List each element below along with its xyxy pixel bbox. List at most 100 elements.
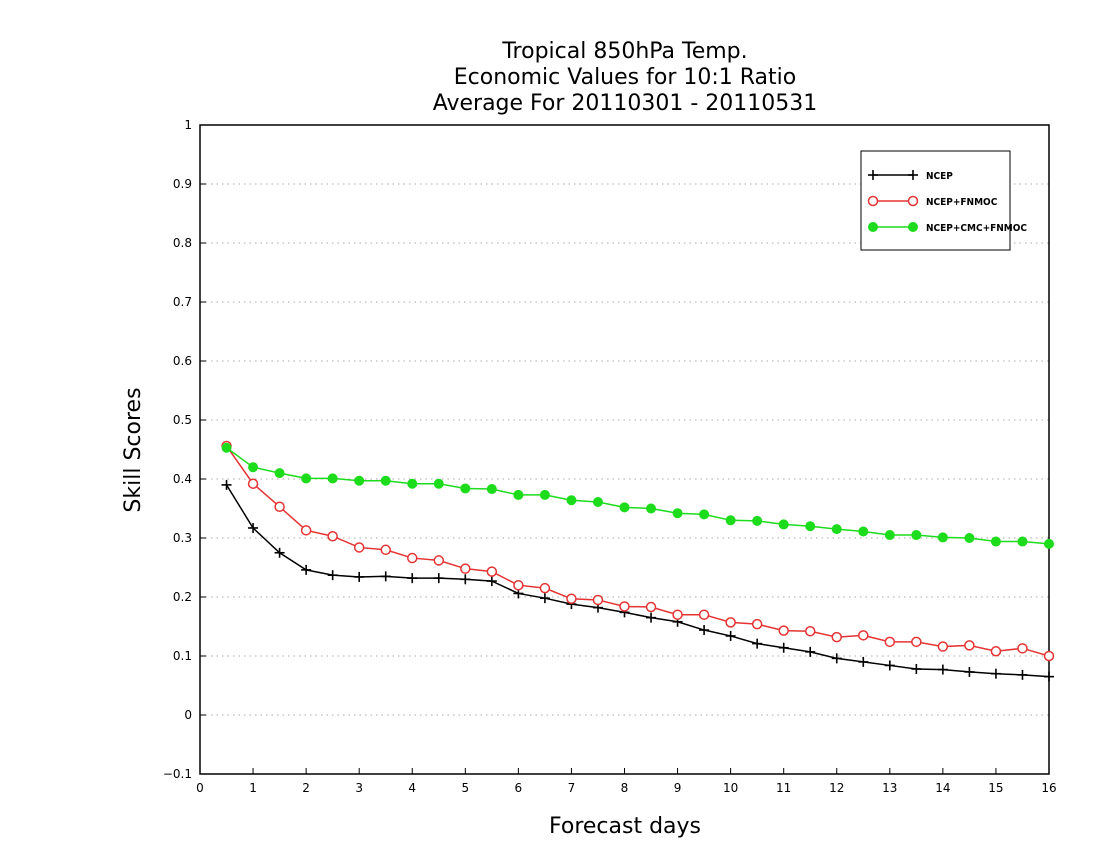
y-tick-label: 0.4 bbox=[173, 472, 192, 486]
y-tick-label: 0.5 bbox=[173, 413, 192, 427]
data-point bbox=[1017, 536, 1028, 547]
data-point bbox=[778, 642, 789, 653]
data-point bbox=[301, 473, 312, 484]
data-point bbox=[433, 555, 445, 566]
data-point bbox=[354, 475, 365, 486]
legend-label: NCEP+CMC+FNMOC bbox=[926, 223, 1027, 234]
data-point bbox=[248, 462, 259, 473]
data-point bbox=[778, 625, 789, 636]
data-point bbox=[486, 566, 498, 577]
data-point bbox=[274, 547, 285, 558]
data-point bbox=[858, 630, 869, 641]
data-point bbox=[858, 656, 869, 667]
y-tick-label: 1 bbox=[184, 118, 192, 132]
data-point bbox=[1017, 669, 1028, 680]
y-axis-label: Skill Scores bbox=[121, 387, 146, 512]
data-point bbox=[884, 636, 896, 648]
data-point bbox=[804, 625, 816, 637]
data-point bbox=[221, 442, 232, 453]
data-point bbox=[778, 519, 789, 530]
x-tick-label: 10 bbox=[723, 781, 738, 795]
data-point bbox=[699, 509, 710, 520]
data-point bbox=[937, 664, 948, 675]
data-point bbox=[274, 501, 285, 512]
x-tick-label: 3 bbox=[355, 781, 363, 795]
x-axis-ticks: 0 1 2 3 4 5 6 7 8 9 10 11 12 13 14 15 16 bbox=[196, 768, 1057, 795]
data-point bbox=[460, 563, 471, 574]
data-point bbox=[1043, 650, 1055, 662]
data-point bbox=[805, 521, 816, 532]
legend-marker bbox=[868, 222, 878, 232]
data-point bbox=[380, 571, 391, 582]
data-point bbox=[752, 515, 763, 526]
data-point bbox=[380, 544, 391, 556]
data-point bbox=[831, 653, 842, 664]
y-tick-label: −0.1 bbox=[163, 767, 192, 781]
data-point bbox=[884, 660, 895, 671]
data-point bbox=[354, 571, 365, 582]
data-point bbox=[566, 495, 577, 506]
x-tick-label: 14 bbox=[935, 781, 950, 795]
data-point bbox=[990, 646, 1002, 657]
data-point bbox=[858, 526, 869, 537]
series-line bbox=[226, 447, 1050, 545]
data-point bbox=[937, 532, 948, 543]
data-point bbox=[884, 530, 895, 541]
x-tick-label: 1 bbox=[249, 781, 257, 795]
data-point bbox=[513, 489, 524, 500]
data-point bbox=[327, 570, 338, 581]
series-1 bbox=[221, 440, 1055, 662]
legend-label: NCEP bbox=[926, 171, 953, 182]
y-tick-label: 0.1 bbox=[173, 649, 192, 663]
data-point bbox=[221, 479, 232, 490]
legend-marker bbox=[908, 222, 918, 232]
x-tick-label: 8 bbox=[621, 781, 629, 795]
title-line-3: Average For 20110301 - 20110531 bbox=[433, 91, 818, 116]
data-point bbox=[300, 525, 312, 536]
data-point bbox=[539, 489, 550, 500]
data-point bbox=[911, 530, 922, 541]
x-tick-label: 5 bbox=[461, 781, 469, 795]
data-point bbox=[1017, 643, 1028, 654]
x-tick-label: 2 bbox=[302, 781, 310, 795]
x-tick-label: 13 bbox=[882, 781, 897, 795]
series-line bbox=[225, 445, 1050, 657]
x-tick-label: 16 bbox=[1041, 781, 1056, 795]
x-tick-label: 15 bbox=[988, 781, 1003, 795]
data-point bbox=[831, 631, 842, 643]
series-line bbox=[225, 484, 1050, 678]
y-tick-label: 0.7 bbox=[173, 295, 192, 309]
x-tick-label: 12 bbox=[829, 781, 844, 795]
series-0 bbox=[221, 479, 1054, 682]
data-point bbox=[672, 508, 683, 519]
data-point bbox=[248, 522, 259, 533]
chart-title: Tropical 850hPa Temp. Economic Values fo… bbox=[433, 39, 818, 116]
data-point bbox=[513, 579, 524, 591]
x-tick-label: 0 bbox=[196, 781, 204, 795]
data-point bbox=[964, 640, 975, 651]
data-point bbox=[407, 573, 418, 584]
data-point bbox=[911, 636, 922, 648]
data-point bbox=[911, 663, 922, 674]
data-point bbox=[592, 497, 603, 508]
data-point bbox=[937, 641, 949, 652]
y-tick-label: 0.2 bbox=[173, 590, 192, 604]
data-point bbox=[619, 502, 630, 513]
data-point bbox=[539, 582, 551, 594]
data-point bbox=[274, 468, 285, 479]
y-tick-label: 0.9 bbox=[173, 177, 192, 191]
grid-lines bbox=[200, 183, 1049, 716]
data-point bbox=[380, 475, 391, 486]
data-point bbox=[964, 666, 975, 677]
data-point bbox=[699, 625, 710, 636]
data-point bbox=[407, 478, 418, 489]
data-point bbox=[645, 601, 657, 613]
title-line-1: Tropical 850hPa Temp. bbox=[501, 39, 747, 64]
series-layer bbox=[221, 440, 1055, 682]
data-point bbox=[539, 593, 550, 604]
data-point bbox=[646, 503, 657, 514]
y-axis-ticks: −0.1 0 0.1 0.2 0.3 0.4 0.5 0.6 0.7 0.8 0.9 1 bbox=[163, 118, 206, 781]
legend-entry: NCEP+CMC+FNMOC bbox=[868, 222, 1027, 234]
data-point bbox=[301, 564, 312, 575]
